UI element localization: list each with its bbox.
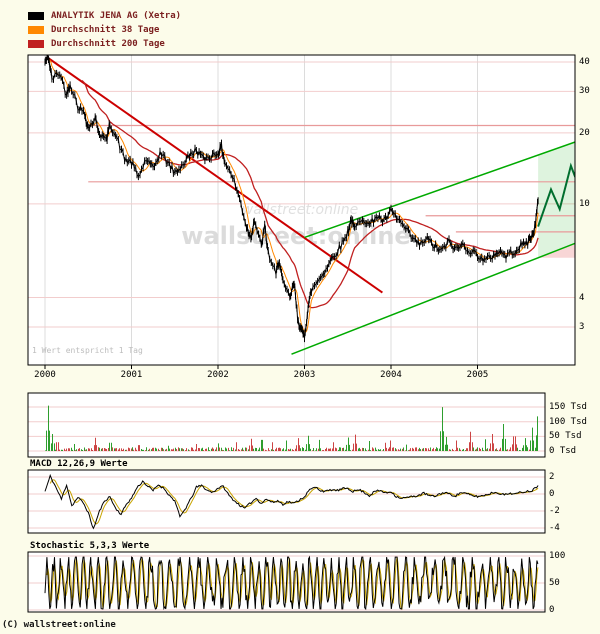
volume-bars-down [56, 431, 530, 451]
macd-y-label: -4 [549, 523, 560, 533]
x-year-label: 2001 [120, 370, 143, 380]
macd-plot-border [27, 469, 546, 534]
trendline-channel-lower [291, 242, 575, 355]
legend-label-1: Durchschnitt 38 Tage [51, 25, 160, 35]
scale-note: 1 Wert entspricht 1 Tag [32, 346, 143, 355]
macd-y-label: 2 [549, 472, 555, 482]
main-plot-border [27, 54, 576, 366]
price-line [44, 55, 539, 339]
stochastic-y-label: 50 [549, 578, 560, 588]
main-y-label: 3 [579, 321, 585, 332]
main-y-label: 10 [579, 198, 590, 209]
x-year-label: 2002 [207, 370, 229, 380]
volume-y-label: 100 Tsd [549, 416, 587, 427]
trendline-downtrend [46, 56, 383, 294]
projection-path [537, 162, 575, 227]
volume-y-label: 50 Tsd [549, 431, 582, 442]
legend-swatch-1 [28, 26, 44, 34]
stochastic-panel-label: Stochastic 5,3,3 Werte [30, 541, 150, 551]
legend-swatch-0 [28, 12, 44, 20]
stochastic-plot-border [27, 551, 546, 613]
main-y-label: 30 [579, 86, 590, 97]
x-year-label: 2003 [293, 370, 316, 380]
macd-line [44, 473, 539, 530]
main-y-label: 4 [579, 292, 585, 303]
legend-label-2: Durchschnitt 200 Tage [51, 39, 165, 49]
main-plot-group [28, 55, 575, 365]
legend-item-0: ANALYTIK JENA AG (Xetra) [28, 9, 181, 23]
volume-y-label: 0 Tsd [549, 446, 577, 456]
main-y-label: 20 [579, 127, 590, 138]
stochastic-line [44, 555, 539, 611]
x-year-label: 2000 [34, 370, 56, 380]
watermark-line2: wallstreet:online [181, 222, 410, 250]
copyright-text: (C) wallstreet:online [2, 620, 116, 630]
legend-item-1: Durchschnitt 38 Tage [28, 23, 181, 37]
stochastic-y-label: 100 [549, 551, 566, 561]
trendline-channel-upper [304, 141, 575, 239]
volume-plot-border [27, 392, 546, 458]
macd-y-label: -2 [549, 506, 560, 516]
ma38-line [48, 59, 539, 333]
macd-panel-label: MACD 12,26,9 Werte [30, 459, 128, 469]
legend-swatch-2 [28, 40, 44, 48]
legend-label-0: ANALYTIK JENA AG (Xetra) [51, 11, 182, 21]
chart-legend: ANALYTIK JENA AG (Xetra) Durchschnitt 38 … [28, 9, 181, 51]
watermark-line1: wallstreet:online [242, 202, 358, 218]
stochastic-y-label: 0 [549, 605, 555, 615]
x-year-label: 2005 [466, 370, 489, 380]
volume-bars-up [45, 405, 538, 451]
volume-y-label: 150 Tsd [549, 402, 587, 413]
macd-y-label: 0 [549, 489, 555, 499]
legend-item-2: Durchschnitt 200 Tage [28, 37, 181, 51]
main-y-label: 40 [579, 57, 590, 67]
x-year-label: 2004 [380, 370, 402, 380]
